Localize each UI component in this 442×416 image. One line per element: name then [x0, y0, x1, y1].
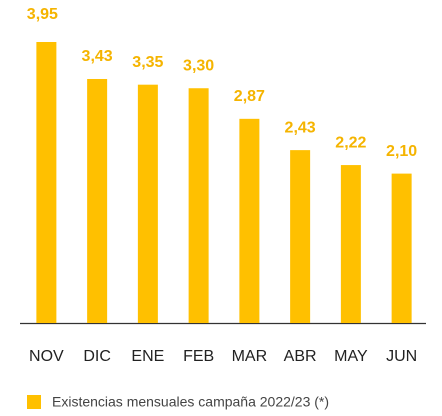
value-label: 2,87: [234, 88, 265, 105]
bar: [290, 150, 311, 323]
value-label: 3,95: [27, 6, 58, 23]
bar: [391, 173, 412, 323]
bar: [340, 165, 361, 323]
value-label: 3,43: [82, 48, 113, 65]
x-tick-label: NOV: [29, 348, 64, 365]
x-tick-label: JUN: [386, 348, 417, 365]
x-tick-label: ENE: [131, 348, 164, 365]
legend-label: Existencias mensuales campaña 2022/23 (*…: [52, 394, 329, 410]
x-tick-label: ABR: [284, 348, 317, 365]
bar: [239, 118, 260, 323]
x-tick-label: FEB: [183, 348, 214, 365]
x-tick-label: MAY: [334, 348, 368, 365]
bar: [188, 88, 209, 323]
value-label: 2,43: [285, 119, 316, 136]
x-tick-label: MAR: [232, 348, 268, 365]
value-label: 2,22: [335, 134, 366, 151]
bar: [87, 78, 108, 324]
value-label: 3,30: [183, 57, 214, 74]
bar: [36, 42, 57, 323]
x-tick-label: DIC: [83, 348, 111, 365]
legend-swatch: [27, 395, 41, 409]
value-label: 2,10: [386, 143, 417, 160]
bar: [137, 84, 158, 323]
value-label: 3,35: [132, 54, 163, 71]
